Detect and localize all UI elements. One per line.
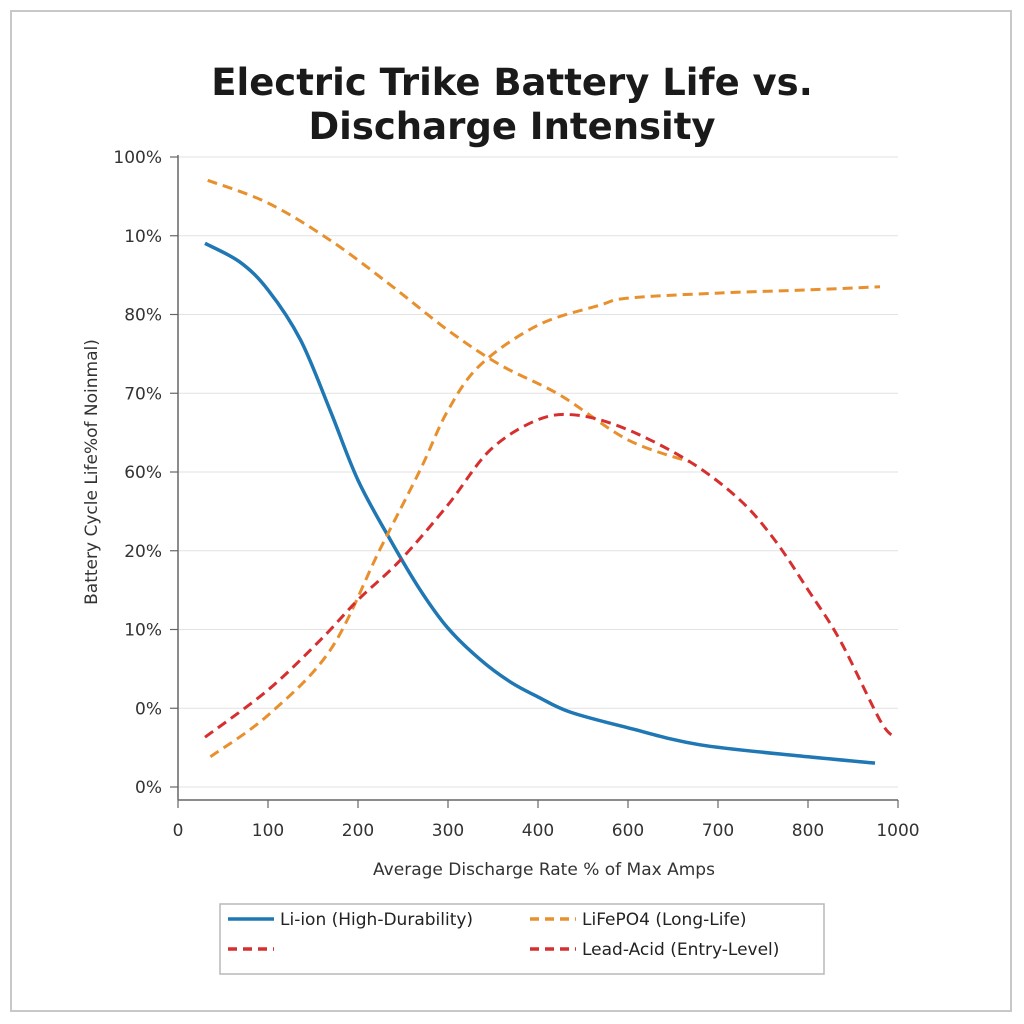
x-tick-label: 200 bbox=[342, 821, 374, 841]
legend-box bbox=[219, 903, 825, 975]
chart-title-line-1: Electric Trike Battery Life vs. bbox=[211, 61, 813, 104]
y-tick-label: 0% bbox=[135, 699, 162, 719]
series-line-1 bbox=[207, 178, 691, 464]
series-line-0 bbox=[204, 241, 876, 765]
y-axis-label: Battery Cycle Life%of Noinmal) bbox=[82, 339, 102, 605]
y-tick-label: 10% bbox=[124, 227, 162, 247]
chart-title-line-2: Discharge Intensity bbox=[308, 105, 716, 148]
x-tick-label: 400 bbox=[522, 821, 554, 841]
series-line-3 bbox=[204, 412, 897, 739]
chart-frame bbox=[10, 10, 1012, 1012]
legend-label-1: LiFePO4 (Long-Life) bbox=[582, 910, 747, 930]
x-tick-label: 100 bbox=[252, 821, 284, 841]
y-tick-label: 70% bbox=[124, 384, 162, 404]
y-tick-label: 60% bbox=[124, 463, 162, 483]
x-tick-label: 300 bbox=[432, 821, 464, 841]
x-tick-label: 600 bbox=[612, 821, 644, 841]
x-tick-label: 800 bbox=[792, 821, 824, 841]
legend: Li-ion (High-Durability) LiFePO4 (Long-Li… bbox=[219, 903, 825, 975]
y-tick-label: 0% bbox=[135, 778, 162, 798]
y-tick-label: 80% bbox=[124, 306, 162, 326]
x-axis-label: Average Discharge Rate % of Max Amps bbox=[373, 860, 715, 880]
x-tick-label: 700 bbox=[702, 821, 734, 841]
x-tick-label: 1000 bbox=[876, 821, 919, 841]
legend-label-3: Lead-Acid (Entry-Level) bbox=[582, 940, 779, 960]
y-tick-label: 100% bbox=[113, 148, 162, 168]
series-line-2 bbox=[209, 285, 881, 758]
x-tick-label: 0 bbox=[173, 821, 184, 841]
legend-label-0: Li-ion (High-Durability) bbox=[280, 910, 473, 930]
y-tick-label: 20% bbox=[124, 542, 162, 562]
y-tick-label: 10% bbox=[124, 621, 162, 641]
